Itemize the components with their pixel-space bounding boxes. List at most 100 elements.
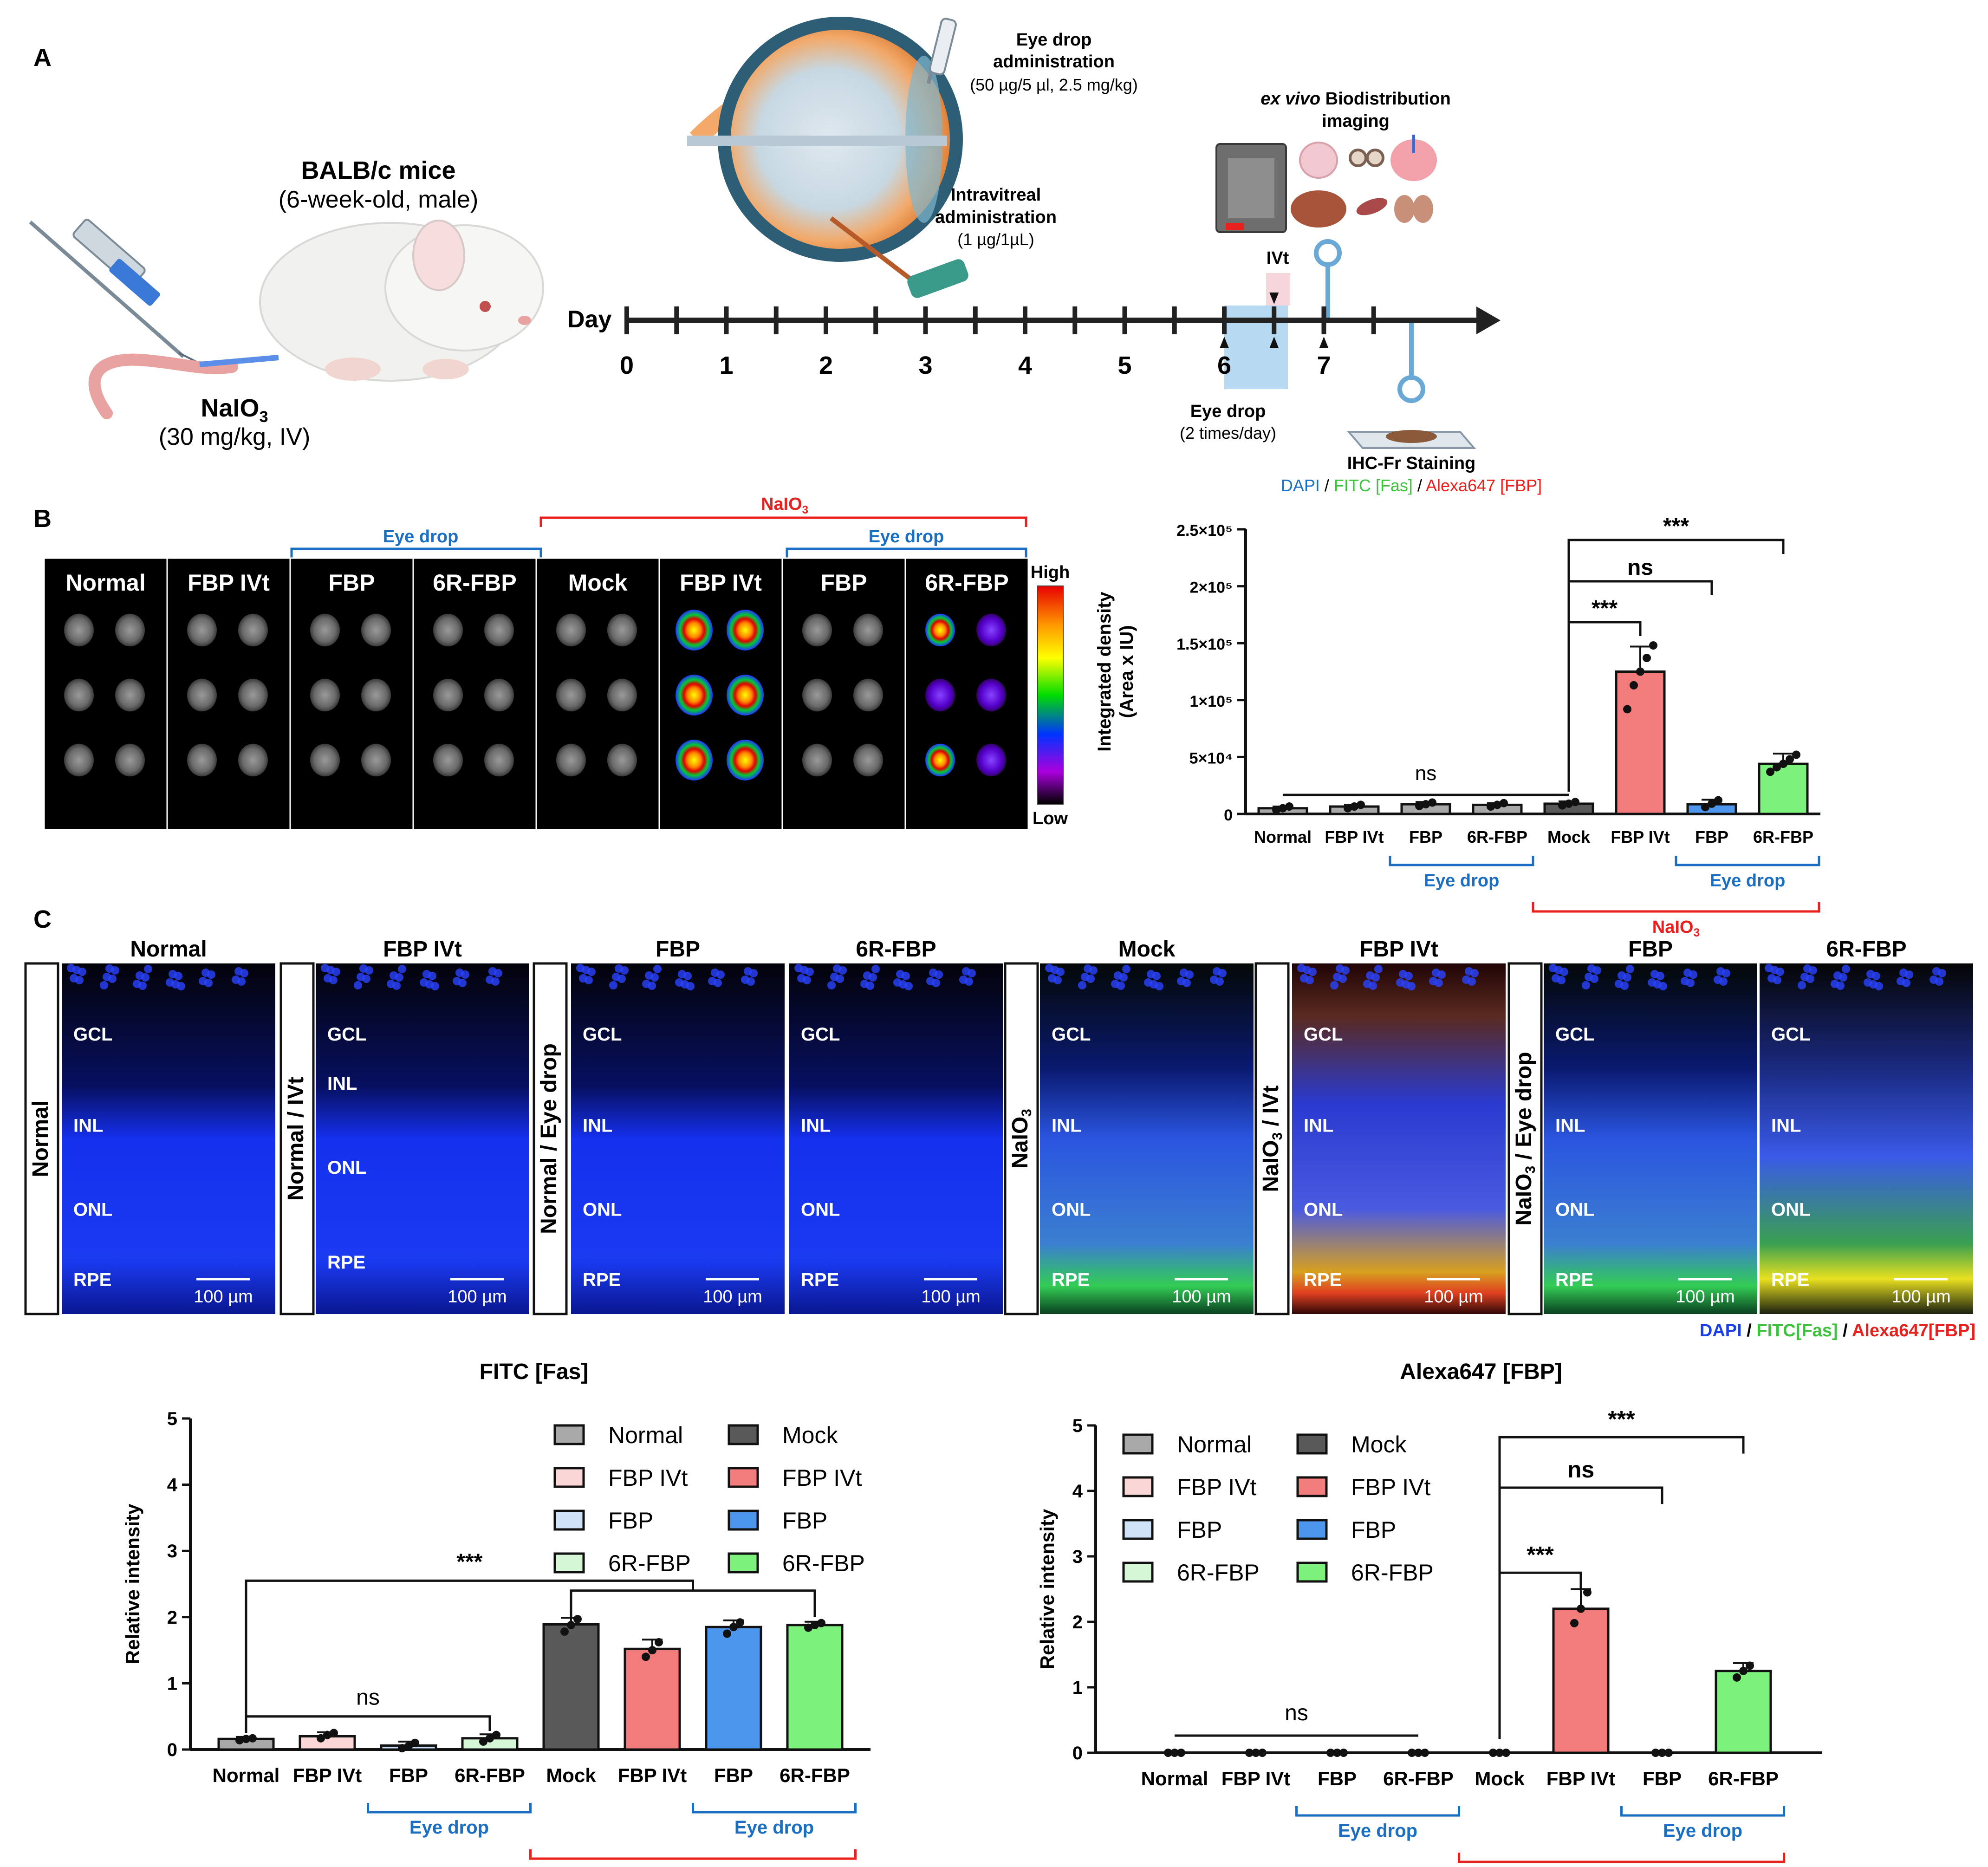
nucleus-dot: [1053, 976, 1062, 984]
layer-label-inl: INL: [1555, 1115, 1585, 1136]
data-point: [248, 1734, 257, 1743]
retina-title: Mock: [1118, 937, 1176, 962]
eyedrop-bracket-label-2: Eye drop: [869, 527, 944, 546]
legend-swatch: [1122, 1519, 1154, 1540]
data-point: [1786, 755, 1794, 764]
data-point: [1779, 760, 1787, 768]
nucleus-dot: [1836, 982, 1845, 990]
bio-eye-spot: [802, 613, 832, 647]
nucleus-dot: [1798, 981, 1806, 989]
data-point: [1739, 1666, 1748, 1675]
layer-label-rpe: RPE: [73, 1270, 111, 1290]
category-label: Normal: [213, 1764, 280, 1786]
bio-image-label: FBP: [821, 570, 867, 596]
nucleus-dot: [1056, 968, 1065, 976]
nucleus-dot: [965, 977, 973, 986]
category-label: FBP: [1695, 827, 1728, 846]
mouse-illustration: [88, 220, 544, 419]
bio-eye-spot: [484, 743, 514, 777]
bio-eye-spot: [64, 613, 94, 647]
chart-alexa: 0 1 2 3 4 5 Relative intensity Alexa647 [FBP] No…: [1036, 1360, 1822, 1863]
side-label-box: [1004, 962, 1039, 1315]
bio-eye-spot: [115, 678, 145, 712]
y-axis-label: Relative intensity: [122, 1503, 143, 1664]
data-point: [1577, 1604, 1585, 1613]
group-naio3-label-sub: 3: [1693, 927, 1700, 939]
data-point: [1500, 799, 1508, 807]
legend-label: FBP: [782, 1508, 827, 1534]
group-naio3-label: NaIO3: [1652, 917, 1700, 939]
bio-eye-spot: [64, 678, 94, 712]
bio-eye-spot: [187, 743, 217, 777]
data-point: [1326, 1749, 1335, 1757]
nucleus-dot: [1470, 969, 1479, 977]
retina-title: 6R-FBP: [1826, 937, 1906, 962]
bar-fbp: [705, 1626, 762, 1751]
nucleus-dot: [1590, 975, 1598, 983]
data-point: [1170, 1749, 1179, 1757]
nucleus-dot: [1935, 977, 1943, 986]
data-point: [1422, 800, 1430, 809]
bar-fbp-ivt: [624, 1647, 681, 1751]
layer-label-rpe: RPE: [1052, 1270, 1090, 1290]
nucleus-dot: [866, 982, 874, 990]
syringe-icon: [29, 219, 207, 368]
legend-label: 6R-FBP: [1351, 1560, 1434, 1586]
nucleus-dot: [1938, 969, 1946, 977]
nucleus-dot: [1557, 976, 1566, 984]
side-label-box: [279, 962, 315, 1315]
layer-label-onl: ONL: [1052, 1200, 1091, 1220]
nucleus-dot: [836, 975, 844, 983]
layer-label-rpe: RPE: [1771, 1270, 1809, 1290]
nucleus-dot: [204, 979, 213, 987]
bio-eye-spot: [925, 613, 955, 647]
data-point: [573, 1615, 582, 1624]
nucleus-dot: [1806, 975, 1814, 983]
retina-title: 6R-FBP: [856, 937, 936, 962]
group-eyedrop-1-label-text: Eye drop: [409, 1817, 489, 1838]
ns-line: [245, 1715, 491, 1731]
nucleus-dot: [747, 977, 755, 986]
legend-swatch: [553, 1509, 585, 1531]
y-axis-label: (Area x IU): [1117, 625, 1137, 718]
legend-swatch: [728, 1424, 759, 1445]
timeline-marker-icon: [1269, 293, 1279, 304]
nucleus-dot: [871, 965, 880, 973]
category-label: Mock: [546, 1764, 596, 1786]
legend-label: FBP IVt: [608, 1465, 688, 1491]
nucleus-dot: [207, 970, 215, 979]
data-point: [1651, 1749, 1660, 1757]
y-tick-label: 1: [1072, 1678, 1083, 1698]
legend-swatch: [553, 1552, 585, 1574]
day-label-1: 1: [719, 351, 733, 379]
group-naio3: [529, 1849, 857, 1860]
exvivo-title-2: imaging: [1322, 111, 1390, 131]
bio-image-panel: [535, 557, 660, 831]
legend-swatch: [728, 1467, 759, 1488]
category-label: FBP: [714, 1764, 753, 1786]
scale-bar-label: 100 µm: [1676, 1287, 1735, 1307]
legend-label: Normal: [1177, 1431, 1252, 1457]
data-point: [648, 1646, 656, 1655]
scale-bar-label: 100 µm: [1172, 1287, 1231, 1307]
bio-eye-spot: [727, 675, 764, 716]
side-label-sub: 3: [1523, 1166, 1538, 1174]
legend-swatch: [1296, 1561, 1328, 1583]
heat-scale-bar: [1037, 585, 1064, 805]
bio-eye-spot: [187, 613, 217, 647]
data-point: [1658, 1749, 1666, 1757]
layer-label-rpe: RPE: [327, 1252, 365, 1273]
data-point: [1252, 1749, 1260, 1757]
nucleus-dot: [968, 969, 976, 977]
bio-eye-spot: [361, 678, 391, 712]
bio-eye-spot: [556, 743, 586, 777]
sig-bracket-6r-fbp: [1498, 1436, 1745, 1739]
bio-eye-spot: [853, 678, 883, 712]
nucleus-dot: [1215, 977, 1224, 986]
bio-eye-spot: [727, 740, 764, 781]
data-point: [1350, 802, 1358, 811]
group-eyedrop-1-label-text: Eye drop: [1424, 871, 1500, 891]
layer-label-onl: ONL: [73, 1200, 112, 1220]
panel-b-letter: B: [33, 505, 52, 533]
legend-label: FBP: [608, 1508, 653, 1534]
